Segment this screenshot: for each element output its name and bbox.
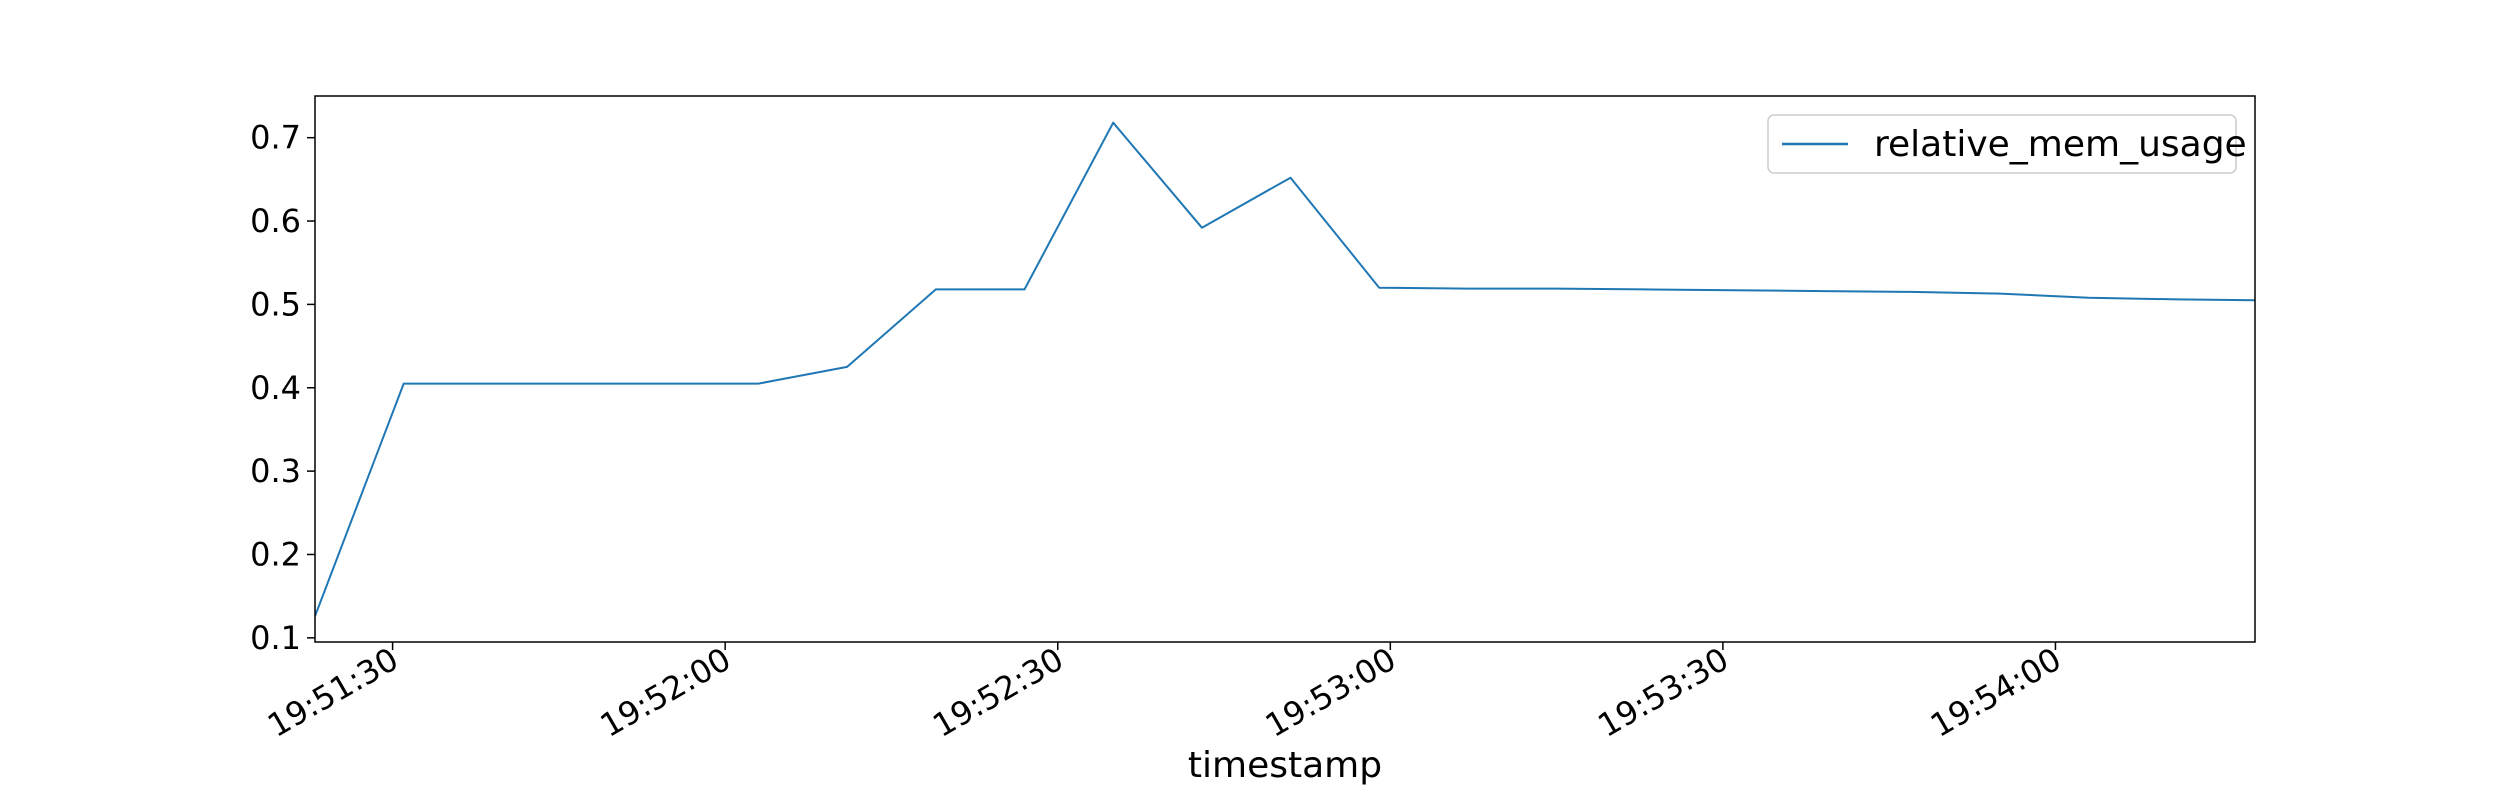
x-tick-label: 19:52:00 [594,640,737,745]
y-tick-label: 0.4 [250,369,301,407]
y-tick-label: 0.1 [250,619,301,657]
x-tick-label: 19:53:00 [1259,640,1402,745]
y-tick-label: 0.7 [250,119,301,157]
legend-label: relative_mem_usage [1874,124,2247,165]
plot-frame [314,95,2256,643]
x-tick-label: 19:52:30 [926,640,1069,745]
y-tick-label: 0.2 [250,535,301,573]
x-tick-label: 19:53:30 [1591,640,1734,745]
legend: relative_mem_usage [1767,114,2247,174]
plot-area [314,95,2256,643]
x-tick-label: 19:54:00 [1924,640,2067,745]
x-axis: 19:51:30 19:52:00 19:52:30 19:53:00 19:53:30… [261,640,2067,745]
y-tick-label: 0.5 [250,285,301,323]
legend-box [1767,114,2237,174]
series-line-relative_mem_usage [315,121,2255,617]
y-tick-label: 0.6 [250,202,301,240]
y-axis: 0.1 0.2 0.3 0.4 0.5 0.6 0.7 [250,119,315,657]
x-axis-title: timestamp [1188,745,1382,786]
y-tick-label: 0.3 [250,452,301,490]
